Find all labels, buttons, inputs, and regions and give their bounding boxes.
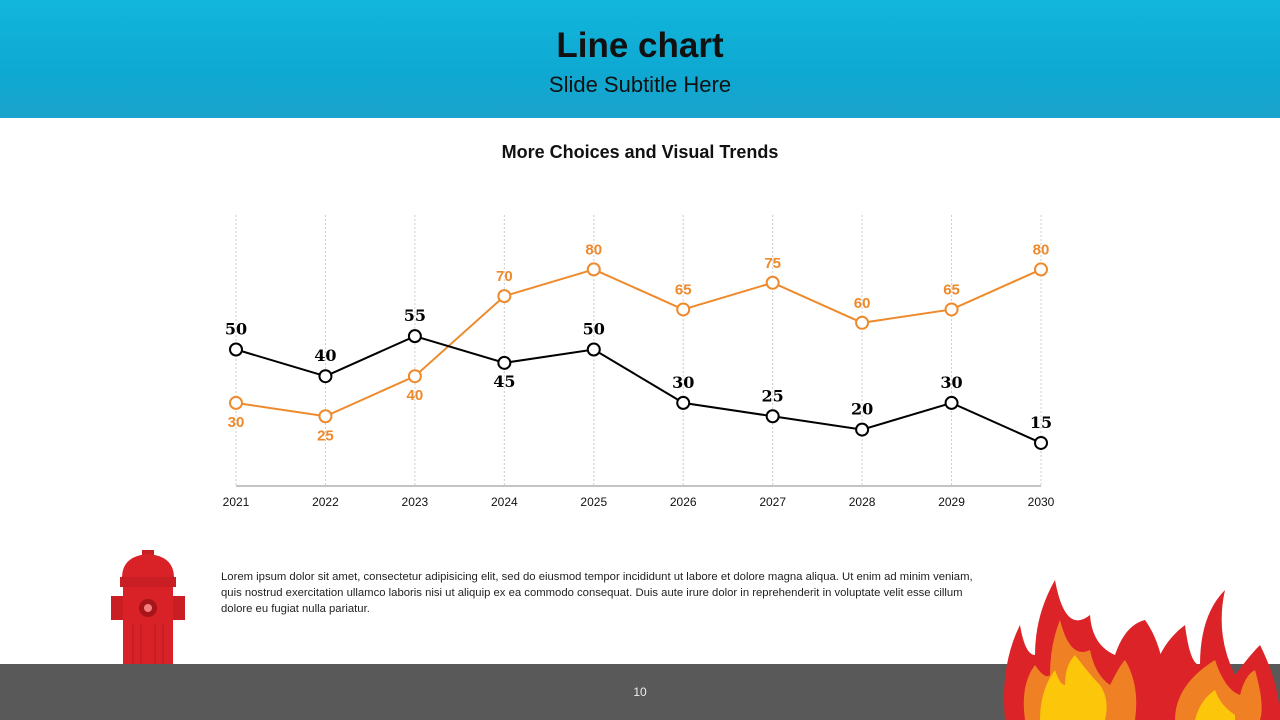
x-tick-label: 2028 bbox=[849, 495, 876, 509]
x-tick-label: 2029 bbox=[938, 495, 965, 509]
data-label: 70 bbox=[496, 268, 513, 285]
data-point bbox=[407, 369, 422, 384]
data-point bbox=[586, 262, 601, 277]
x-tick-label: 2026 bbox=[670, 495, 697, 509]
data-label: 40 bbox=[314, 346, 336, 365]
data-point bbox=[586, 342, 601, 357]
data-label: 30 bbox=[228, 414, 245, 431]
data-point bbox=[765, 409, 780, 424]
data-label: 30 bbox=[940, 373, 962, 392]
data-label: 40 bbox=[407, 387, 424, 404]
x-tick-label: 2030 bbox=[1028, 495, 1055, 509]
data-point bbox=[944, 302, 959, 317]
x-tick-label: 2024 bbox=[491, 495, 518, 509]
data-point bbox=[765, 275, 780, 290]
data-label: 60 bbox=[854, 295, 871, 312]
data-label: 25 bbox=[762, 386, 784, 405]
data-point bbox=[497, 355, 512, 370]
data-point bbox=[855, 315, 870, 330]
x-tick-label: 2023 bbox=[402, 495, 429, 509]
data-point bbox=[676, 395, 691, 410]
series-line-2 bbox=[235, 268, 1042, 418]
data-label: 65 bbox=[943, 281, 960, 298]
data-label: 25 bbox=[317, 427, 334, 444]
x-tick-label: 2021 bbox=[223, 495, 250, 509]
data-label: 20 bbox=[851, 400, 873, 419]
data-point bbox=[229, 342, 243, 357]
data-point bbox=[318, 369, 333, 384]
x-tick-label: 2025 bbox=[580, 495, 607, 509]
line-chart: 2021 2022 2023 2024 2025 2026 2027 2028 2029 2030… bbox=[223, 215, 1055, 509]
chart-title: More Choices and Visual Trends bbox=[501, 142, 779, 162]
data-point bbox=[1034, 262, 1048, 277]
data-point bbox=[407, 329, 422, 344]
fire-hydrant-icon bbox=[111, 550, 185, 664]
series-line-1 bbox=[235, 335, 1042, 444]
data-label: 55 bbox=[404, 306, 426, 325]
slide-subtitle: Slide Subtitle Here bbox=[548, 72, 732, 97]
data-label: 50 bbox=[583, 320, 605, 339]
data-point bbox=[318, 409, 333, 424]
data-label: 65 bbox=[675, 281, 692, 298]
page-number: 10 bbox=[633, 685, 647, 699]
data-label: 80 bbox=[585, 241, 602, 258]
x-tick-label: 2027 bbox=[759, 495, 786, 509]
body-text: Lorem ipsum dolor sit amet, consectetur … bbox=[221, 571, 973, 615]
data-point bbox=[1034, 435, 1048, 450]
data-point bbox=[855, 422, 870, 437]
data-label: 80 bbox=[1033, 241, 1050, 258]
data-label: 30 bbox=[672, 373, 694, 392]
data-point bbox=[676, 302, 691, 317]
data-label: 45 bbox=[493, 372, 515, 391]
data-point bbox=[497, 289, 512, 304]
data-point bbox=[944, 395, 959, 410]
data-point bbox=[229, 395, 243, 410]
data-label: 50 bbox=[225, 320, 247, 339]
slide-title: Line chart bbox=[556, 26, 724, 65]
data-label: 15 bbox=[1030, 413, 1052, 432]
data-label: 75 bbox=[764, 255, 781, 272]
header-banner: Line chart Slide Subtitle Here bbox=[0, 0, 1280, 118]
fire-flames-icon bbox=[1004, 580, 1280, 720]
x-tick-label: 2022 bbox=[312, 495, 339, 509]
